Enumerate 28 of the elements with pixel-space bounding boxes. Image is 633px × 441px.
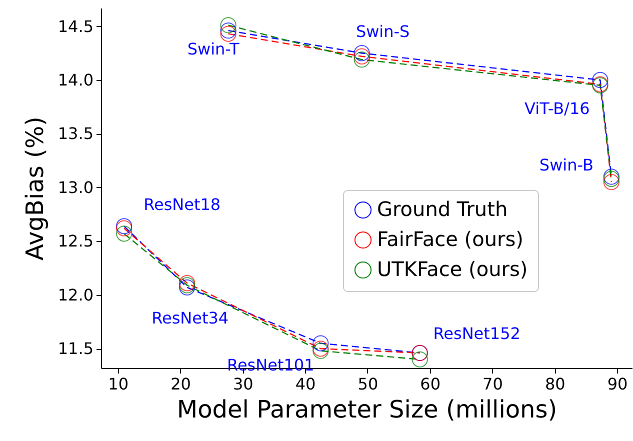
annotation: ResNet152 xyxy=(433,324,520,343)
x-tick-label: 20 xyxy=(170,374,191,394)
x-tick-label: 50 xyxy=(358,374,378,394)
y-tick-label: 14.0 xyxy=(58,70,94,90)
x-axis-title: Model Parameter Size (millions) xyxy=(176,396,558,424)
y-tick-label: 11.5 xyxy=(58,339,94,358)
y-tick-label: 13.0 xyxy=(58,178,94,197)
y-tick-label: 12.5 xyxy=(58,232,94,251)
x-tick-label: 30 xyxy=(232,374,254,394)
annotation: ResNet34 xyxy=(152,308,229,328)
legend-label: UTKFace (ours) xyxy=(377,257,528,281)
y-tick-label: 12.0 xyxy=(58,285,94,304)
y-tick-label: 14.5 xyxy=(58,16,94,36)
legend-label: FairFace (ours) xyxy=(377,227,524,251)
x-tick-label: 60 xyxy=(420,374,441,394)
y-tick-label: 13.5 xyxy=(58,124,94,144)
x-tick-label: 70 xyxy=(482,374,503,394)
annotation: Swin-B xyxy=(539,156,594,175)
annotation: Swin-T xyxy=(187,40,240,59)
x-tick-label: 90 xyxy=(607,374,628,394)
x-tick-label: 10 xyxy=(108,374,129,394)
y-axis-title: AvgBias (%) xyxy=(20,116,49,260)
annotation: ViT-B/16 xyxy=(524,99,590,118)
annotation: Swin-S xyxy=(356,22,410,42)
x-tick-label: 40 xyxy=(295,374,316,394)
annotation: ResNet18 xyxy=(144,195,221,214)
x-tick-label: 80 xyxy=(544,374,566,394)
legend-label: Ground Truth xyxy=(377,197,508,221)
